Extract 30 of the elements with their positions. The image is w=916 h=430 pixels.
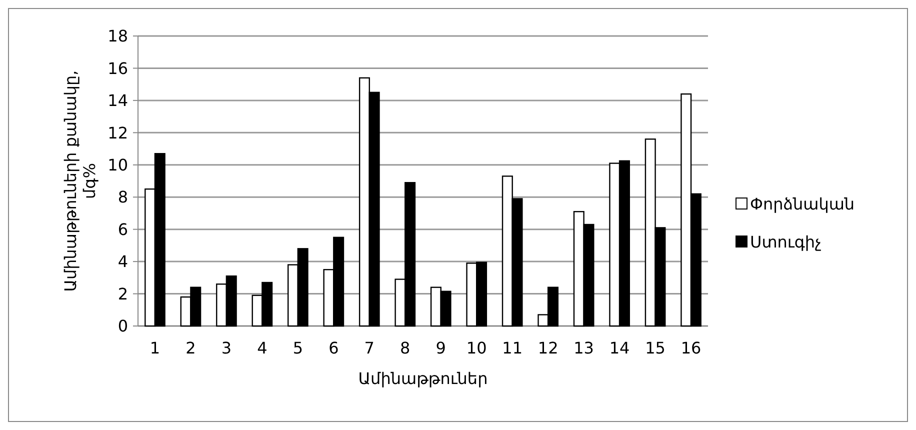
y-tick-label: 14 [108,91,128,110]
y-tick-label: 0 [118,316,128,336]
x-tick-label: 4 [257,338,268,358]
x-tick-label: 16 [680,338,702,358]
y-tick-label: 4 [118,252,128,272]
y-tick-label: 6 [118,220,128,239]
x-axis-title: Ամինաթթուներ [358,369,488,388]
x-tick-label: 1 [150,338,160,358]
y-axis-title: Ամինաթթուների քանակը, մգ% [61,70,100,292]
y-tick-label: 16 [108,58,128,78]
x-tick-label: 3 [221,338,232,358]
y-tick-label: 2 [118,284,128,304]
x-tick-label: 6 [328,338,339,358]
x-tick-label: 12 [538,338,558,358]
x-tick-label: 7 [364,338,374,358]
x-tick-label: 11 [502,338,523,358]
x-tick-label: 14 [609,338,630,358]
x-tick-label: 13 [574,338,594,358]
legend-label: Փորձնական [750,194,855,214]
x-tick-label: 8 [400,338,410,358]
legend-label: Ստուգիչ [750,232,822,252]
y-tick-label: 12 [108,123,128,142]
x-tick-label: 10 [466,338,487,358]
x-tick-label: 2 [186,338,196,358]
y-tick-label: 18 [108,26,128,46]
x-tick-label: 9 [436,338,446,358]
x-tick-label: 15 [645,338,666,358]
x-tick-label: 5 [292,338,304,358]
y-tick-label: 10 [108,155,128,174]
y-tick-label: 8 [118,188,128,207]
